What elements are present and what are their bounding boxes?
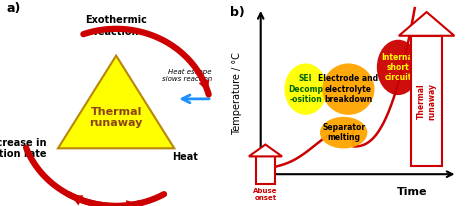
FancyBboxPatch shape: [256, 156, 275, 184]
Polygon shape: [399, 12, 454, 36]
Text: Increase in
reaction rate: Increase in reaction rate: [0, 138, 47, 159]
Ellipse shape: [284, 63, 327, 115]
Text: Electrode and
electrolyte
breakdown: Electrode and electrolyte breakdown: [319, 74, 378, 104]
Text: a): a): [7, 2, 21, 15]
Polygon shape: [249, 145, 282, 156]
Text: b): b): [230, 6, 245, 19]
Text: Separator
melting: Separator melting: [322, 123, 365, 142]
Text: Temperature / °C: Temperature / °C: [232, 52, 242, 135]
Polygon shape: [58, 56, 174, 148]
Text: Thermal
runaway: Thermal runaway: [90, 107, 143, 128]
Text: Abuse
onset: Abuse onset: [253, 188, 278, 201]
Ellipse shape: [320, 117, 367, 149]
Text: Internal
short
circuit: Internal short circuit: [381, 53, 415, 82]
Text: SEI
Decomp
-osition: SEI Decomp -osition: [288, 74, 323, 104]
Ellipse shape: [322, 63, 374, 115]
Text: Thermal
runaway: Thermal runaway: [417, 83, 436, 119]
Text: Exothermic
reaction: Exothermic reaction: [85, 15, 147, 37]
Text: Heat: Heat: [173, 152, 198, 163]
Text: Heat escape
slows reaction: Heat escape slows reaction: [162, 69, 212, 82]
FancyBboxPatch shape: [411, 36, 442, 166]
Ellipse shape: [377, 40, 419, 95]
Text: Time: Time: [397, 187, 428, 197]
